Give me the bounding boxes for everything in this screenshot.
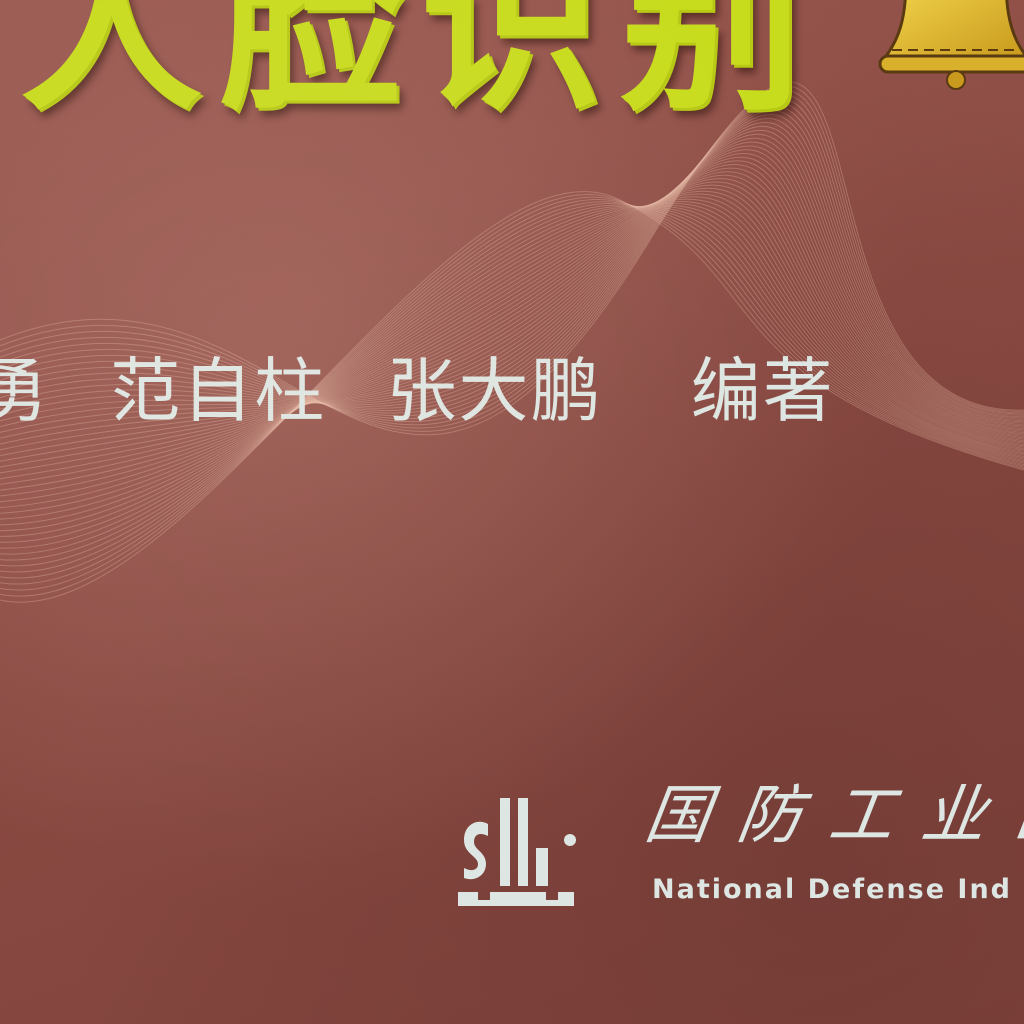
wave-line — [0, 181, 1024, 491]
wave-line — [0, 205, 1024, 549]
wave-line — [0, 129, 1024, 427]
wave-line — [0, 164, 1024, 462]
wave-line — [0, 118, 1024, 423]
bell-icon — [878, 0, 1024, 90]
wave-line — [0, 160, 1024, 457]
wave-line — [0, 102, 1024, 420]
publisher-name-chinese: 国防工业出 — [640, 779, 1024, 853]
wave-line — [0, 199, 1024, 526]
author-name-1: 勇 — [0, 350, 50, 432]
wave-line — [0, 201, 1024, 532]
wave-line — [0, 201, 1024, 579]
wave-line — [0, 196, 1024, 591]
wave-line — [0, 137, 1024, 430]
wave-line — [0, 153, 1024, 445]
wave-line — [0, 81, 1024, 436]
wave-line — [0, 204, 1024, 567]
wave-line — [0, 85, 1024, 432]
wave-line — [0, 191, 1024, 603]
wave-line — [0, 205, 1024, 561]
wave-line — [0, 187, 1024, 503]
wave-line — [0, 174, 1024, 480]
wave-line — [0, 190, 1024, 509]
wave-line — [0, 156, 1024, 451]
wave-line — [0, 106, 1024, 419]
wave-line — [0, 94, 1024, 426]
wave-line — [0, 89, 1024, 429]
author-line: 勇 范自柱 张大鹏 编著 — [0, 356, 835, 426]
wave-line — [0, 206, 1024, 555]
wave-line — [0, 126, 1024, 426]
wave-line — [0, 110, 1024, 420]
publisher-logo — [458, 798, 576, 906]
wave-line — [0, 193, 1024, 597]
wave-line — [0, 98, 1024, 423]
wave-line — [0, 141, 1024, 431]
wave-line — [0, 184, 1024, 497]
author-name-2: 范自柱 — [110, 350, 327, 432]
wave-line — [0, 203, 1024, 573]
author-role: 编著 — [690, 350, 835, 432]
wave-line — [0, 199, 1024, 585]
wave-line — [0, 122, 1024, 424]
wave-line — [0, 203, 1024, 537]
wave-line — [0, 204, 1024, 543]
publisher-name-english: National Defense Ind — [652, 874, 1013, 905]
wave-line — [0, 193, 1024, 514]
wave-line — [0, 149, 1024, 439]
wave-line — [0, 171, 1024, 474]
wave-line — [0, 178, 1024, 485]
wave-line — [0, 167, 1024, 468]
book-title: 人脸识别 — [20, 0, 820, 135]
wave-line — [0, 196, 1024, 520]
wave-line — [0, 114, 1024, 422]
wave-line — [0, 145, 1024, 433]
author-name-3: 张大鹏 — [386, 350, 603, 432]
publisher-block: 国防工业出 National Defense Ind — [456, 779, 1024, 924]
wave-line — [0, 133, 1024, 428]
